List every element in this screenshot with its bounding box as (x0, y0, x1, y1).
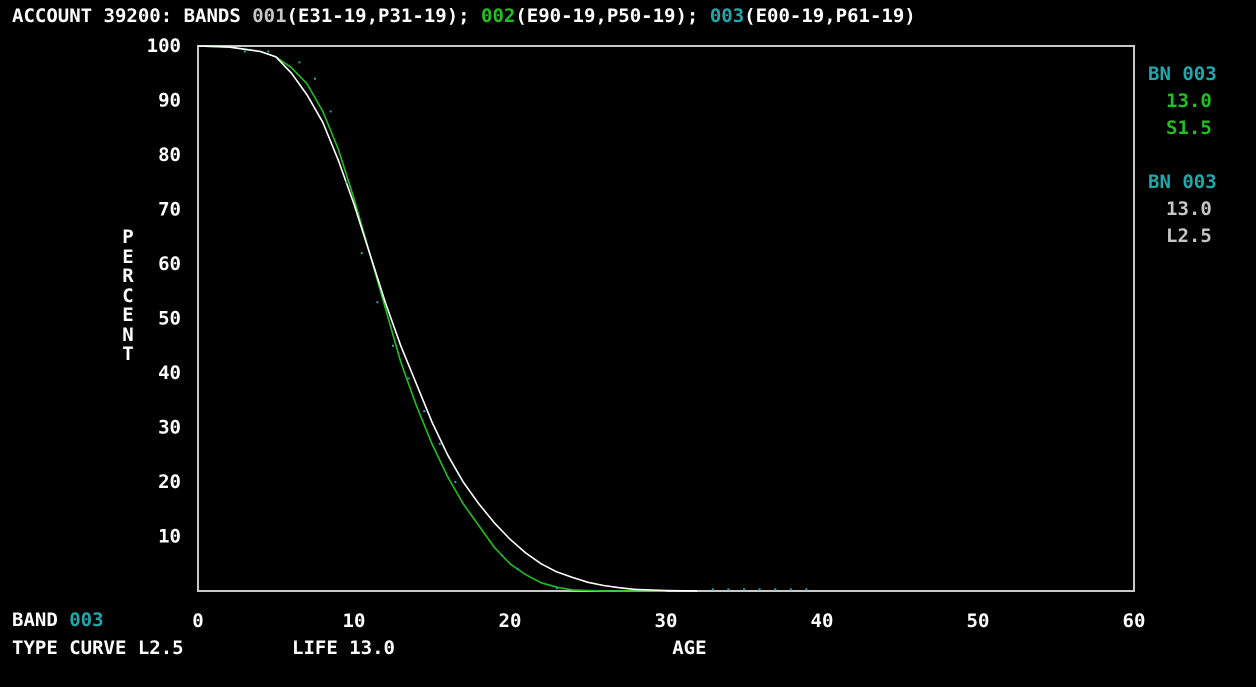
legend-2-curve: L2.5 (1166, 225, 1212, 247)
header-band-003-range: (E00-19,P61-19) (744, 5, 916, 27)
header-band-001-range: (E31-19,P31-19); (286, 5, 482, 27)
y-tick-label: 60 (158, 253, 181, 275)
observed-point (314, 77, 316, 80)
observed-point (727, 588, 730, 591)
x-tick-label: 30 (655, 610, 678, 632)
observed-point (345, 181, 348, 184)
footer-band-value: 003 (69, 609, 104, 631)
x-tick-label: 10 (343, 610, 366, 632)
footer-band-label: BAND (12, 609, 70, 631)
y-tick-label: 20 (158, 471, 181, 493)
observed-point (423, 410, 426, 413)
chart-header: ACCOUNT 39200: BANDS 001(E31-19,P31-19);… (12, 6, 916, 26)
header-band-002-range: (E90-19,P50-19); (515, 5, 710, 27)
observed-point (298, 61, 301, 64)
observed-point (758, 588, 761, 591)
observed-point (501, 554, 504, 557)
legend-1-life: 13.0 (1166, 90, 1212, 112)
header-band-003: 003 (709, 5, 745, 27)
y-tick-label: 50 (158, 308, 181, 330)
y-axis-title-letter: E (122, 245, 134, 268)
observed-point (267, 50, 270, 53)
y-tick-label: 90 (158, 90, 181, 112)
observed-point (743, 588, 745, 591)
observed-point (329, 110, 332, 113)
legend-1-band: BN 003 (1148, 63, 1217, 85)
y-axis-title-letter: P (122, 226, 134, 248)
footer-type-curve: TYPE CURVE L2.5 (12, 637, 184, 659)
observed-point (243, 50, 246, 53)
observed-point (555, 587, 558, 590)
y-tick-label: 10 (158, 526, 181, 548)
x-tick-label: 0 (192, 610, 203, 632)
plot-frame (197, 45, 1135, 592)
y-tick-label: 100 (147, 35, 181, 57)
y-tick-label: 70 (158, 199, 181, 221)
legend-1-curve: S1.5 (1166, 117, 1212, 139)
observed-point (376, 301, 379, 304)
series-line-l2.5 (197, 45, 698, 592)
observed-point (454, 481, 457, 483)
observed-point (407, 377, 410, 380)
observed-point (789, 588, 792, 591)
y-axis-title-letter: R (122, 265, 134, 287)
y-tick-label: 40 (158, 362, 181, 384)
y-axis-title-letter: T (122, 343, 134, 365)
observed-point (774, 588, 777, 591)
header-band-001: 001 (252, 5, 287, 27)
y-axis-title-letter: E (122, 304, 134, 326)
y-tick-label: 80 (158, 144, 181, 166)
series-line-s1.5 (197, 45, 666, 592)
y-axis-title-letter: C (122, 284, 134, 307)
x-tick-label: 20 (499, 610, 522, 632)
x-tick-label: 50 (967, 610, 990, 632)
legend-2-band: BN 003 (1148, 171, 1217, 193)
observed-point (438, 442, 441, 445)
observed-point (805, 588, 808, 591)
header-prefix: ACCOUNT 39200: BANDS (12, 5, 253, 27)
x-axis-title: AGE (672, 637, 706, 659)
footer-band: BAND 003 (12, 610, 104, 630)
observed-point (360, 252, 363, 255)
observed-point (516, 568, 519, 571)
observed-point (711, 588, 714, 591)
legend-2-life: 13.0 (1166, 198, 1212, 220)
footer-life: LIFE 13.0 (292, 637, 395, 659)
y-axis-title-letter: N (122, 323, 134, 346)
observed-point (392, 344, 394, 347)
x-tick-label: 60 (1123, 610, 1146, 632)
y-tick-label: 30 (158, 417, 181, 439)
x-tick-label: 40 (811, 610, 834, 632)
header-band-002: 002 (481, 5, 516, 27)
